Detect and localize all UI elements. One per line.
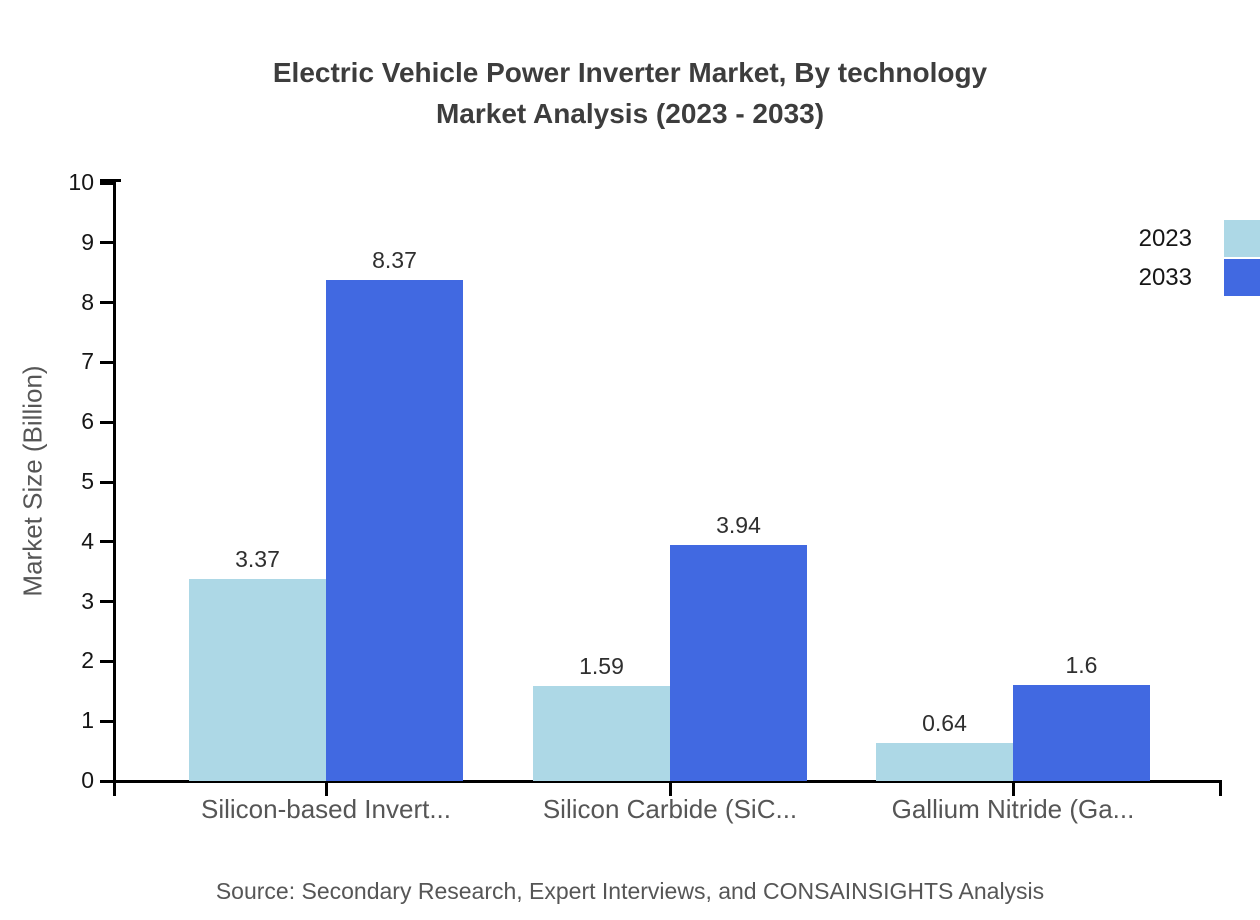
bar-value-label: 3.94 [716, 512, 761, 539]
bar-value-label: 1.6 [1065, 652, 1098, 679]
y-tick-label: 4 [81, 527, 94, 554]
category-label: Gallium Nitride (Ga... [891, 794, 1135, 824]
legend-label-2033: 2033 [1138, 264, 1192, 291]
legend-swatch-2033 [1224, 259, 1260, 296]
y-tick [100, 659, 115, 663]
y-tick-label: 5 [81, 468, 94, 494]
x-tick [1218, 781, 1222, 796]
x-tick [1011, 781, 1015, 796]
bar-2033-1 [670, 545, 807, 781]
category-label: Silicon Carbide (SiC... [542, 794, 798, 824]
bar-2033-2 [1013, 685, 1150, 781]
y-tick [100, 540, 115, 544]
bar-value-label: 8.37 [372, 247, 417, 274]
y-tick-label: 6 [81, 408, 94, 435]
bar-value-label: 1.59 [579, 652, 624, 679]
y-tick [100, 181, 115, 185]
legend-item-2033: 2033 [1139, 259, 1260, 296]
x-axis-line [113, 780, 1222, 783]
x-tick [324, 781, 328, 796]
y-tick [100, 301, 115, 305]
legend-label-2023: 2023 [1138, 225, 1192, 252]
y-tick [100, 719, 115, 723]
legend: 2023 2033 [1139, 220, 1260, 298]
chart-title-line1: Electric Vehicle Power Inverter Market, … [272, 57, 988, 88]
y-tick [100, 480, 115, 484]
y-tick-label: 10 [68, 169, 94, 195]
bar-2023-2 [876, 742, 1013, 781]
category-label: Silicon-based Invert... [200, 794, 451, 824]
y-tick [100, 420, 115, 424]
y-tick-label: 2 [81, 647, 94, 674]
x-tick [668, 781, 672, 796]
chart-title-line2: Market Analysis (2023 - 2033) [435, 98, 825, 129]
y-tick-label: 3 [81, 587, 94, 614]
y-axis-line [113, 180, 116, 796]
legend-item-2023: 2023 [1139, 220, 1260, 257]
y-tick-label: 8 [81, 288, 94, 315]
chart-title: Electric Vehicle Power Inverter Market, … [0, 52, 1260, 134]
y-tick [100, 360, 115, 364]
y-tick-label: 9 [81, 228, 94, 255]
bar-2033-0 [326, 280, 463, 781]
y-tick-label: 1 [81, 707, 94, 734]
y-tick [100, 779, 115, 783]
legend-swatch-2023 [1224, 220, 1260, 257]
bar-2023-0 [189, 579, 326, 781]
y-tick-label: 0 [81, 767, 94, 793]
y-tick-label: 7 [81, 348, 94, 375]
y-tick [100, 241, 115, 245]
y-axis-top-cap [100, 179, 121, 182]
source-attribution: Source: Secondary Research, Expert Inter… [215, 878, 1045, 904]
bar-value-label: 0.64 [922, 709, 967, 736]
bar-value-label: 3.37 [235, 546, 280, 573]
bar-2023-1 [533, 685, 670, 781]
y-tick [100, 600, 115, 604]
